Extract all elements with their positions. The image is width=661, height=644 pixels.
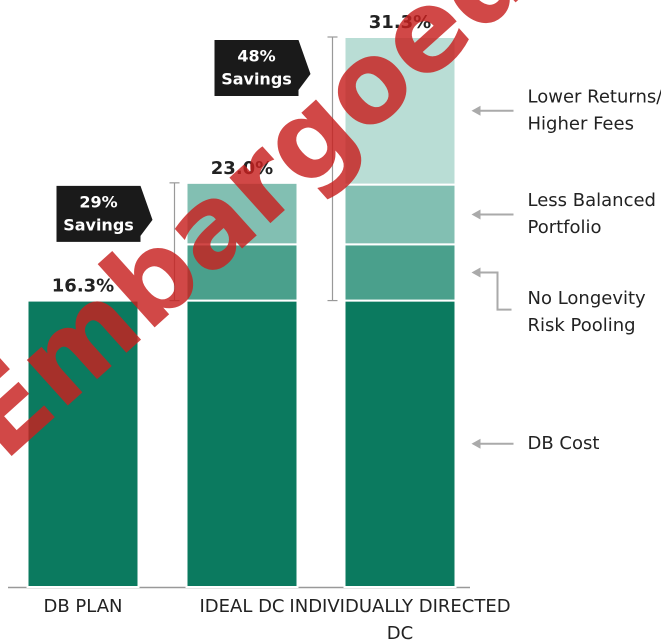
- legend-item: No Longevity Risk Pooling: [471, 267, 647, 336]
- callout-text: Savings: [221, 70, 292, 89]
- legend-label: No Longevity Risk Pooling: [528, 288, 647, 336]
- bar-segment: [26, 299, 140, 588]
- callout-text: 29%: [79, 192, 117, 211]
- label-line: INDIVIDUALLY DIRECTED: [289, 596, 510, 617]
- arrow-head: [471, 267, 481, 278]
- legend-item: Less Balanced Portfolio: [471, 190, 656, 238]
- label-line: Higher Fees: [528, 113, 634, 134]
- bar-segment: [185, 243, 299, 302]
- legend-pointer: [473, 271, 512, 311]
- x-tick-label: IDEAL DC: [199, 596, 284, 617]
- bar-segment: [185, 181, 299, 246]
- legend-item: Lower Returns/Higher Fees: [471, 86, 661, 134]
- bar-segment: [185, 299, 299, 588]
- label-line: No Longevity: [528, 288, 647, 309]
- legend-item: DB Cost: [471, 433, 600, 454]
- savings-callout: 29% Savings: [56, 182, 180, 302]
- arrow-head: [471, 105, 481, 116]
- arrow-head: [471, 438, 481, 449]
- x-tick-label: DB PLAN: [43, 596, 122, 617]
- arrow-head: [471, 209, 481, 220]
- callout-box: [56, 185, 153, 242]
- bar-segment: [343, 183, 457, 246]
- legend-label: DB Cost: [528, 433, 600, 454]
- bar-segment: [343, 36, 457, 186]
- bar-segment: [343, 299, 457, 588]
- label-line: DC: [387, 623, 413, 644]
- label-line: Portfolio: [528, 217, 602, 238]
- legend-label: Less Balanced Portfolio: [528, 190, 656, 238]
- total-label: 16.3%: [52, 276, 114, 297]
- bar-segment: [343, 243, 457, 302]
- label-line: Lower Returns/: [528, 86, 661, 107]
- callout-text: Savings: [63, 215, 134, 234]
- x-tick-label: INDIVIDUALLY DIRECTED DC: [289, 596, 510, 644]
- legend-label: Lower Returns/Higher Fees: [528, 86, 661, 134]
- total-label: 31.3%: [369, 12, 431, 33]
- label-line: Risk Pooling: [528, 315, 636, 336]
- callout-text: 48%: [237, 47, 275, 66]
- callout-box: [214, 40, 311, 96]
- total-label: 23.0%: [211, 158, 273, 179]
- savings-callout: 48% Savings: [214, 36, 338, 302]
- label-line: Less Balanced: [528, 190, 656, 211]
